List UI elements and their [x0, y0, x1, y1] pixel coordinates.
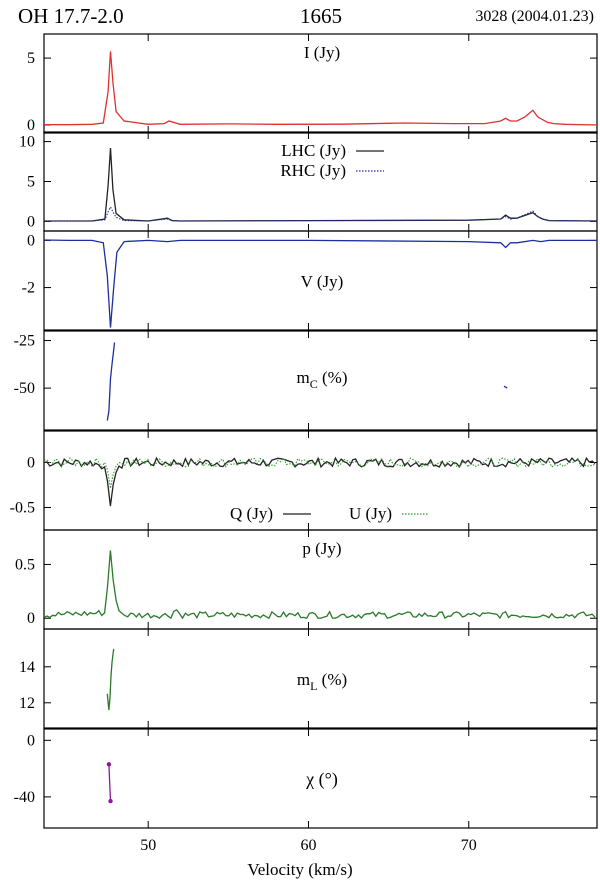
x-tick-label: 70	[461, 837, 477, 854]
panel-frame	[43, 430, 598, 531]
panel-QU: 0 -0.5 Q (Jy) U (Jy)	[10, 430, 598, 531]
series-line-	[108, 764, 112, 802]
panel-label: p (Jy)	[302, 539, 341, 558]
y-tick-label: -2	[22, 280, 35, 297]
series-line-lhc	[44, 147, 598, 222]
y-tick-label: 0	[27, 213, 35, 230]
x-axis-label: Velocity (km/s)	[247, 860, 353, 879]
y-tick-label: -0.5	[10, 500, 35, 517]
panel-chi: 0 -40 χ (°)	[14, 728, 598, 829]
panel-mC: -25 -50 mC (%)	[14, 330, 598, 431]
series-line-mc	[106, 342, 116, 421]
panel-label: mC (%)	[297, 368, 348, 391]
y-tick-label: -50	[14, 380, 35, 397]
data-point	[106, 762, 112, 767]
panel-p: 0 0.5 p (Jy)	[15, 529, 598, 630]
legend-label: LHC (Jy)	[281, 141, 346, 160]
series-line-mc	[503, 385, 508, 389]
epoch-title: 3028 (2004.01.23)	[475, 8, 594, 25]
y-tick-label: -40	[14, 789, 35, 806]
series-line-ml	[106, 648, 115, 711]
series-line-i	[43, 51, 598, 126]
series-line-v	[43, 239, 597, 328]
legend-label: U (Jy)	[349, 504, 392, 523]
legend-label: Q (Jy)	[230, 504, 273, 523]
series-line-p	[43, 550, 596, 620]
y-tick-label: 14	[19, 659, 35, 676]
panel-frame	[43, 728, 598, 829]
y-tick-label: 12	[19, 695, 35, 712]
y-tick-label: 0	[27, 117, 35, 134]
panel-LR: 0 5 10 LHC (Jy)RHC (Jy)	[19, 131, 598, 232]
x-tick-label: 50	[140, 837, 156, 854]
panel-frame	[43, 230, 598, 331]
panel-label: χ (°)	[305, 769, 338, 790]
y-tick-label: 0	[27, 610, 35, 627]
panel-frame	[43, 330, 598, 431]
legend-label: RHC (Jy)	[280, 161, 346, 180]
panel-V: 0 -2 V (Jy)	[22, 230, 598, 331]
x-tick-label: 60	[300, 837, 316, 854]
y-tick-label: -25	[14, 333, 35, 350]
y-tick-label: 0	[27, 232, 35, 249]
data-point	[108, 798, 113, 804]
series-line-rhc	[44, 205, 598, 222]
y-tick-label: 0.5	[15, 556, 35, 573]
panel-label: V (Jy)	[301, 272, 344, 291]
panel-mL: 12 14 mL (%)	[19, 628, 598, 729]
frequency-title: 1665	[300, 4, 342, 28]
panel-label: I (Jy)	[304, 43, 340, 62]
series-line-q	[43, 456, 596, 507]
panel-I: 0 5 I (Jy)	[27, 33, 598, 134]
y-tick-label: 5	[27, 174, 35, 191]
y-tick-label: 10	[19, 134, 35, 151]
panel-frame	[43, 628, 598, 729]
panel-frame	[43, 33, 598, 134]
source-title: OH 17.7-2.0	[18, 4, 124, 28]
panel-label: mL (%)	[297, 670, 347, 693]
y-tick-label: 5	[27, 50, 35, 67]
y-tick-label: 0	[27, 455, 35, 472]
y-tick-label: 0	[27, 732, 35, 749]
series-line-u	[43, 457, 596, 489]
